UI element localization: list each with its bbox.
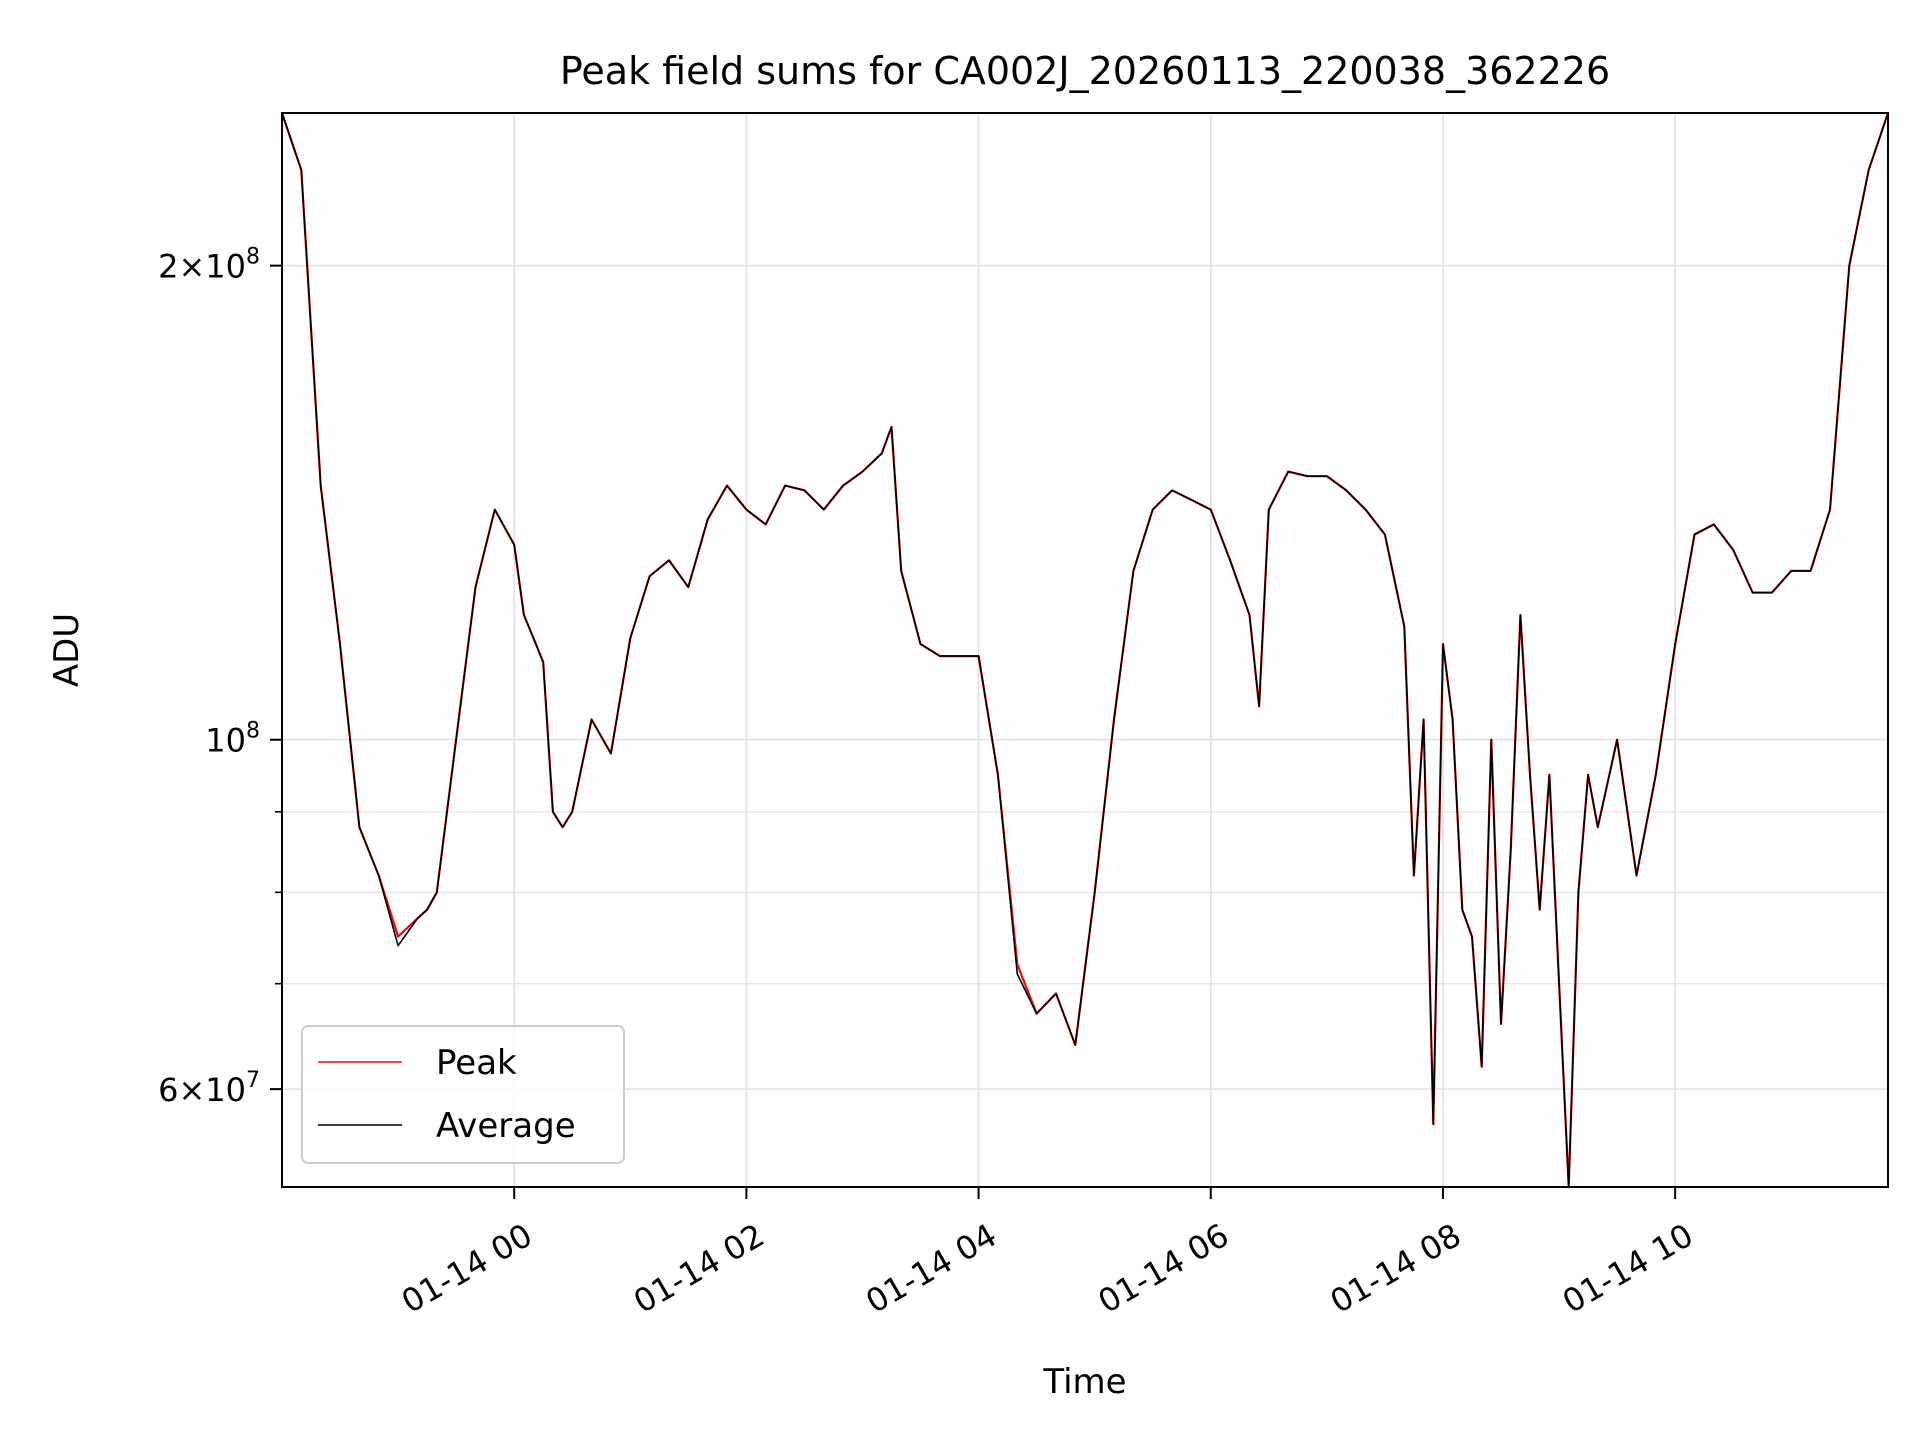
y-tick-label: 2×108 (158, 245, 260, 286)
legend-box (301, 1025, 625, 1164)
y-tick-label: 108 (205, 719, 260, 760)
x-axis-label: Time (1042, 1362, 1126, 1402)
y-axis-label: ADU (47, 613, 87, 687)
series-lines (282, 113, 1888, 1187)
chart-title: Peak field sums for CA002J_20260113_2200… (560, 49, 1610, 93)
legend-label-peak: Peak (436, 1043, 517, 1083)
plot-frame (281, 112, 1889, 1188)
series-line-average (282, 113, 1888, 1187)
legend-label-average: Average (436, 1106, 576, 1146)
y-tick-label: 6×107 (158, 1068, 260, 1109)
legend: Peak Average (301, 1025, 625, 1164)
